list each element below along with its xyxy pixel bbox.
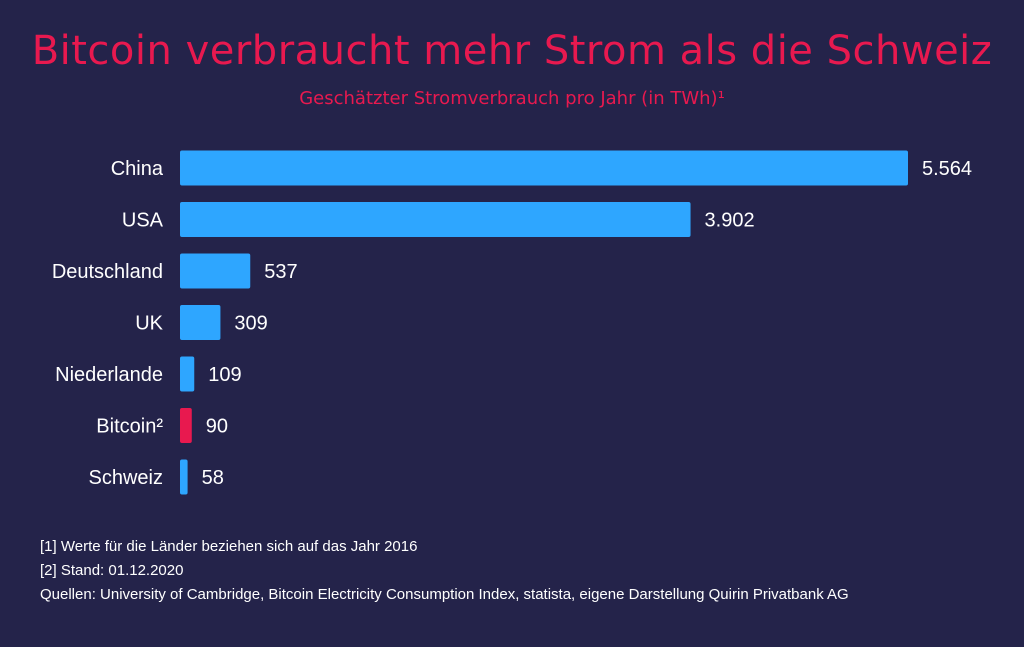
bar-3: [180, 305, 221, 340]
category-label: UK: [135, 313, 163, 335]
value-label: 58: [202, 467, 224, 489]
footnotes: [1] Werte für die Länder beziehen sich a…: [40, 535, 1000, 607]
bar-6: [180, 459, 188, 495]
value-label: 5.564: [922, 158, 972, 180]
footnote-1: [1] Werte für die Länder beziehen sich a…: [40, 538, 418, 555]
category-label: Niederlande: [55, 364, 163, 386]
category-label: Bitcoin²: [96, 416, 163, 438]
category-label: USA: [122, 210, 164, 232]
chart-title: Bitcoin verbraucht mehr Strom als die Sc…: [31, 28, 993, 74]
footnote-2: [2] Stand: 01.12.2020: [40, 562, 184, 579]
value-label: 537: [264, 261, 297, 283]
bar-4: [180, 356, 195, 392]
bar-1: [180, 202, 691, 237]
sources-note: Quellen: University of Cambridge, Bitcoi…: [40, 586, 849, 603]
value-label: 3.902: [705, 210, 755, 232]
bar-5: [180, 408, 192, 443]
value-label: 309: [234, 313, 267, 335]
category-label: China: [111, 158, 164, 180]
value-label: 109: [208, 364, 241, 386]
bar-0: [180, 150, 908, 186]
category-label: Deutschland: [52, 261, 163, 283]
chart-subtitle: Geschätzter Stromverbrauch pro Jahr (in …: [299, 88, 725, 109]
value-label: 90: [206, 416, 228, 438]
category-label: Schweiz: [89, 467, 163, 489]
bar-chart: China 5.564 USA 3.902 Deutschland 537 UK 309 Nie…: [52, 150, 972, 495]
bar-2: [180, 253, 251, 289]
